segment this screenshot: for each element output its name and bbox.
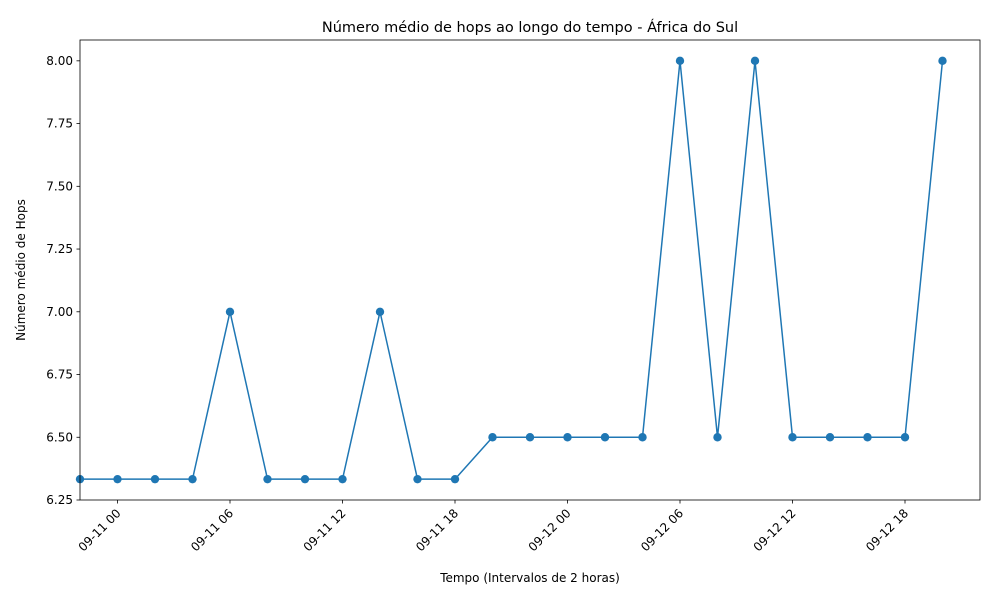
x-tick-label: 09-12 12	[751, 506, 799, 554]
y-tick-label: 6.25	[46, 493, 73, 507]
data-point	[600, 433, 610, 442]
data-point	[450, 474, 460, 484]
data-point	[713, 433, 722, 442]
data-point	[188, 474, 197, 484]
series-line	[80, 60, 944, 480]
y-tick-label: 7.75	[46, 117, 73, 131]
data-point	[825, 433, 835, 442]
data-point	[300, 474, 310, 484]
y-tick-label: 7.25	[46, 242, 73, 256]
y-tick-label: 6.75	[46, 368, 73, 382]
plot-area	[75, 56, 947, 484]
y-tick-label: 8.00	[46, 54, 73, 68]
data-point	[488, 433, 497, 442]
data-point	[675, 56, 685, 66]
x-tick-label: 09-11 06	[188, 506, 236, 554]
y-tick-label: 7.00	[46, 305, 73, 319]
x-axis-label: Tempo (Intervalos de 2 horas)	[439, 571, 620, 585]
y-tick-label: 7.50	[46, 179, 73, 193]
data-point	[863, 433, 872, 442]
data-point	[938, 56, 947, 66]
data-point	[263, 474, 272, 484]
x-tick-label: 09-12 18	[863, 506, 911, 554]
x-tick-label: 09-12 00	[526, 506, 574, 554]
data-point	[150, 474, 160, 484]
data-point	[525, 433, 535, 442]
data-point	[413, 474, 422, 484]
axes-frame	[79, 39, 981, 501]
chart-title: Número médio de hops ao longo do tempo -…	[322, 19, 738, 36]
y-axis-label: Número médio de Hops	[14, 199, 28, 341]
y-axis-ticks: 6.25 6.50 6.75 7.00 7.25 7.50 7.75 8.00	[46, 54, 80, 507]
data-point	[750, 56, 760, 66]
x-axis-ticks: 09-11 00 09-11 06 09-11 12 09-11 18 09-12 00…	[76, 500, 911, 554]
data-point	[788, 433, 797, 442]
data-point	[638, 433, 647, 442]
x-tick-label: 09-11 18	[413, 506, 461, 554]
data-point	[900, 433, 910, 442]
y-tick-label: 6.50	[46, 430, 73, 444]
data-point	[563, 433, 572, 442]
data-point	[375, 307, 385, 316]
data-point	[338, 474, 347, 484]
data-point	[225, 307, 235, 316]
x-tick-label: 09-12 06	[638, 506, 686, 554]
data-point	[113, 474, 122, 484]
x-tick-label: 09-11 00	[76, 506, 124, 554]
x-tick-label: 09-11 12	[301, 506, 349, 554]
